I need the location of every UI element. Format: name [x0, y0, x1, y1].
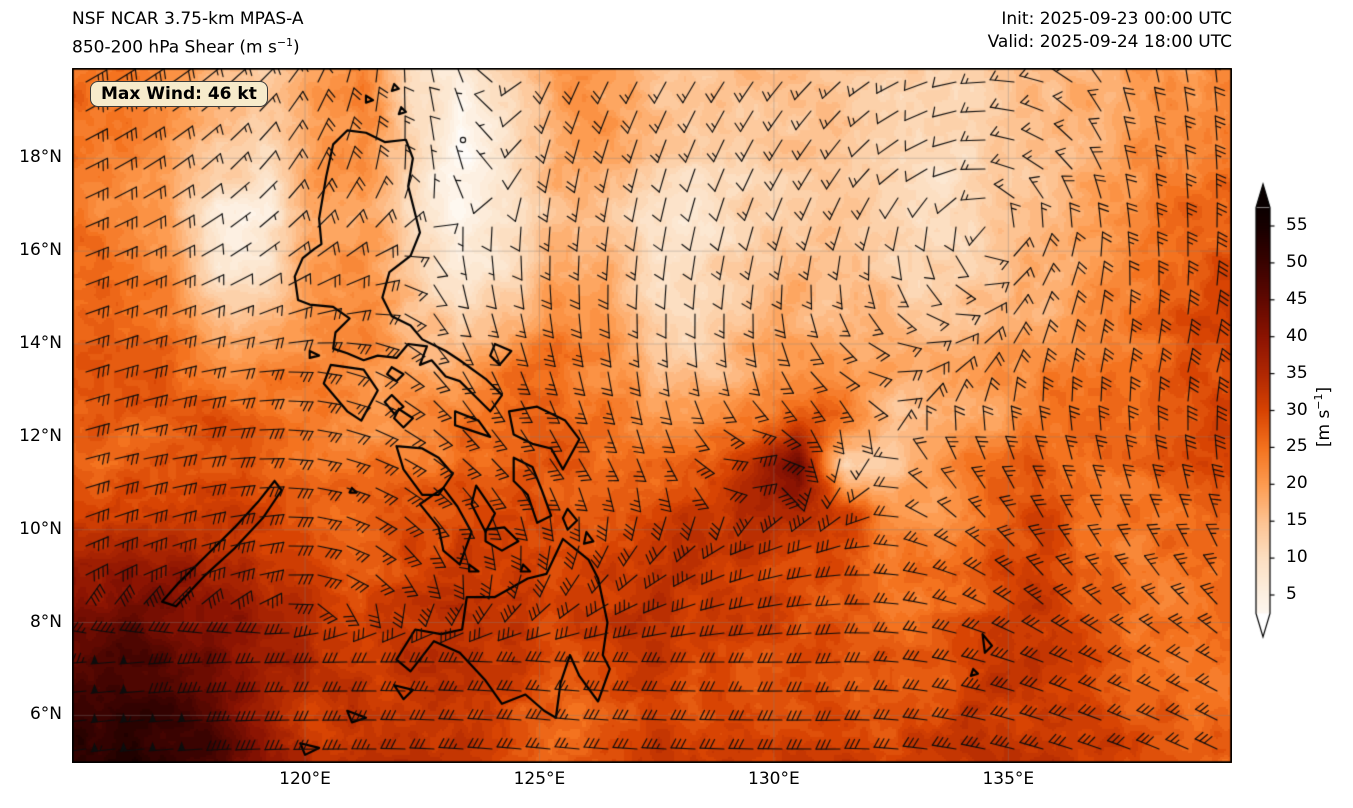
shear-map-canvas [72, 68, 1232, 763]
model-title: NSF NCAR 3.75-km MPAS-A [72, 9, 304, 29]
colorbar-tick-label: 55 [1286, 215, 1308, 235]
lon-tick-label: 135°E [982, 769, 1035, 789]
lat-tick-label: 8°N [29, 611, 62, 632]
colorbar-tick-label: 15 [1286, 510, 1308, 531]
colorbar-tick-label: 40 [1286, 325, 1308, 346]
lat-tick-label: 10°N [19, 518, 62, 539]
colorbar-tick-label: 25 [1286, 436, 1308, 457]
lat-tick-label: 6°N [29, 704, 62, 725]
valid-time-label: Valid: 2025-09-24 18:00 UTC [987, 32, 1232, 52]
lon-tick-label: 120°E [279, 769, 331, 789]
colorbar-tick-label: 35 [1286, 362, 1308, 383]
time-block: Init: 2025-09-23 00:00 UTC Valid: 2025-0… [988, 8, 1232, 54]
colorbar [1248, 178, 1284, 654]
init-time-label: Init: 2025-09-23 00:00 UTC [1001, 9, 1232, 29]
superscript-exponent: −1 [276, 36, 294, 49]
colorbar-tick-label: 5 [1286, 584, 1297, 604]
colorbar-tick-label: 20 [1286, 473, 1308, 494]
max-wind-badge: Max Wind: 46 kt [90, 81, 268, 107]
colorbar-tick-label: 10 [1286, 547, 1308, 568]
figure-title-block: NSF NCAR 3.75-km MPAS-A 850-200 hPa Shea… [72, 8, 304, 60]
colorbar-tick-label: 45 [1286, 288, 1308, 309]
lat-tick-label: 16°N [19, 240, 62, 261]
product-subtitle: 850-200 hPa Shear (m s−1) [72, 36, 300, 58]
colorbar-tick-label: 30 [1286, 399, 1308, 420]
lat-tick-label: 18°N [19, 147, 62, 168]
colorbar-tick-label: 50 [1286, 251, 1308, 272]
lat-tick-label: 12°N [19, 425, 62, 446]
lon-tick-label: 125°E [513, 769, 566, 789]
map-panel: Max Wind: 46 kt [72, 68, 1232, 763]
lat-tick-label: 14°N [19, 333, 62, 353]
lon-tick-label: 130°E [748, 769, 800, 789]
